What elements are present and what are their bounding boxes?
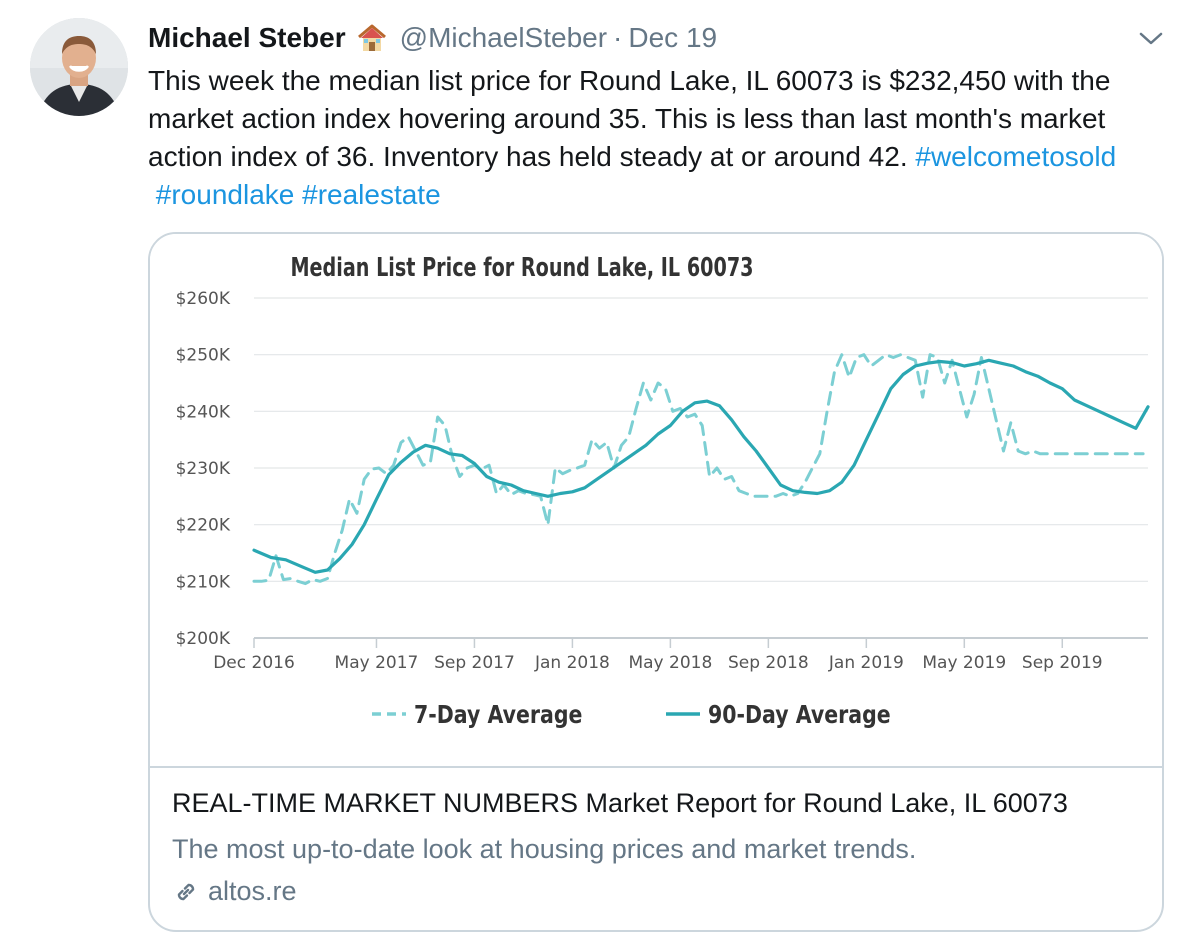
tweet-text-segment: action index of 36. Inventory has held s…: [148, 141, 908, 172]
series-90-day-line: [252, 358, 1150, 574]
chevron-down-icon[interactable]: [1138, 30, 1164, 48]
card-divider: [150, 766, 1162, 768]
tweet-date[interactable]: Dec 19: [628, 22, 718, 53]
x-tick-label: Sep 2019: [1022, 653, 1103, 673]
chart-title: Median List Price for Round Lake, IL 600…: [290, 252, 753, 283]
y-tick-label: $230K: [176, 459, 231, 479]
y-tick-label: $200K: [176, 629, 231, 649]
x-tick-label: Jan 2019: [828, 653, 904, 673]
x-tick-label: Sep 2017: [434, 653, 515, 673]
hashtag-link[interactable]: #welcometosold: [915, 141, 1117, 172]
chart-image: Median List Price for Round Lake, IL 600…: [150, 234, 1162, 766]
author-name[interactable]: Michael Steber: [148, 22, 346, 53]
x-tick-label: May 2019: [922, 653, 1006, 673]
card-domain-text: altos.re: [208, 876, 297, 906]
tweet-text-line: market action index hovering around 35. …: [148, 103, 1106, 134]
tweet-text: This week the median list price for Roun…: [148, 62, 1168, 214]
y-tick-label: $240K: [176, 402, 231, 422]
house-emoji-icon: [356, 23, 388, 53]
legend-90-day-label: 90-Day Average: [708, 701, 891, 729]
legend: 7-Day Average 90-Day Average: [372, 701, 891, 730]
line-chart: Median List Price for Round Lake, IL 600…: [176, 252, 1150, 730]
tweet-text-line: #roundlake #realestate: [148, 176, 1168, 214]
link-card[interactable]: Median List Price for Round Lake, IL 600…: [148, 232, 1164, 932]
x-tick-label: Dec 2016: [213, 653, 295, 673]
y-tick-label: $260K: [176, 289, 231, 309]
x-tick-label: Sep 2018: [728, 653, 809, 673]
grid-layer: [254, 297, 1148, 639]
card-title[interactable]: REAL-TIME MARKET NUMBERS Market Report f…: [172, 788, 1068, 818]
legend-7-day-label: 7-Day Average: [414, 701, 582, 729]
avatar-photo: [30, 18, 128, 116]
y-tick-label: $210K: [176, 572, 231, 592]
x-tick-label: May 2018: [628, 653, 712, 673]
x-tick-label: Jan 2018: [534, 653, 610, 673]
avatar[interactable]: [30, 18, 128, 116]
card-domain[interactable]: altos.re: [172, 876, 297, 907]
series-7-day-line: [252, 353, 1145, 586]
series-layer: [252, 353, 1150, 586]
card-meta[interactable]: REAL-TIME MARKET NUMBERS Market Report f…: [150, 768, 1162, 930]
header-separator: ·: [613, 22, 623, 53]
hashtag-link[interactable]: #realestate: [302, 179, 441, 210]
tweet-text-line: action index of 36. Inventory has held s…: [148, 138, 1168, 176]
link-icon: [177, 883, 195, 900]
hashtag-link[interactable]: #roundlake: [155, 179, 295, 210]
y-tick-label: $220K: [176, 516, 231, 536]
tweet-header: Michael Steber @MichaelSteber · Dec 19: [148, 20, 717, 56]
author-handle[interactable]: @MichaelSteber: [399, 22, 608, 53]
card-description: The most up-to-date look at housing pric…: [172, 834, 917, 864]
x-tick-label: May 2017: [335, 653, 419, 673]
axis-layer: $200K $210K $220K $230K $240K $250K $260K Dec 2…: [176, 289, 1103, 673]
tweet-text-line: This week the median list price for Roun…: [148, 65, 1111, 96]
y-tick-label: $250K: [176, 346, 231, 366]
